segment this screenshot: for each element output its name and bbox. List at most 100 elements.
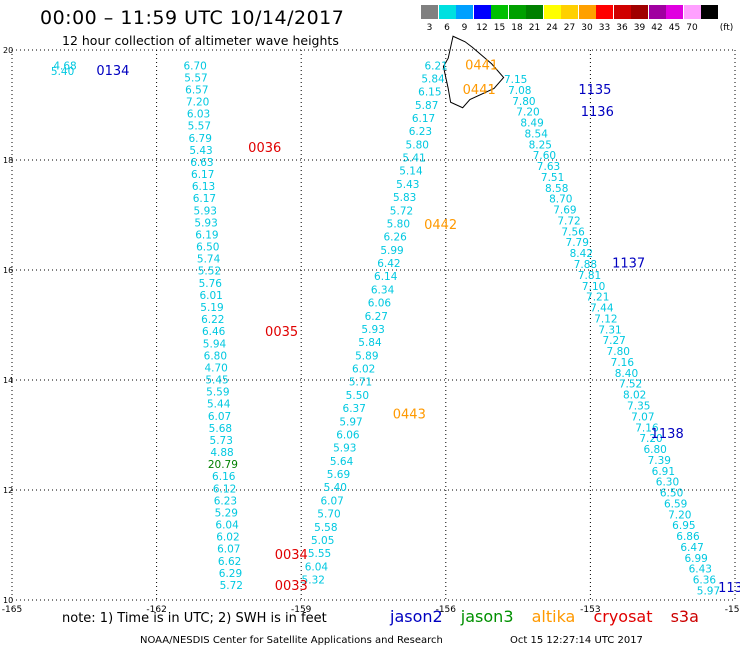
wave-height-value: 6.07	[208, 411, 231, 423]
wave-height-value: 7.60	[533, 150, 556, 162]
wave-height-value: 8.42	[570, 248, 593, 260]
scale-swatch	[456, 5, 473, 19]
wave-height-value: 5.70	[317, 509, 340, 521]
wave-height-value: 6.13	[192, 181, 215, 193]
lon-tick-label: -162	[146, 605, 166, 615]
scale-swatch	[491, 5, 508, 19]
wave-height-value: 8.58	[545, 183, 568, 195]
wave-height-value: 4.68	[53, 60, 76, 72]
lon-tick-label: -156	[436, 605, 457, 615]
wave-height-value: 7.44	[590, 303, 614, 315]
wave-height-value: 5.64	[330, 456, 354, 468]
wave-height-value: 6.04	[215, 520, 239, 532]
scale-swatch	[648, 5, 666, 19]
pass-time-label: 1137	[612, 256, 645, 271]
wave-height-value: 5.45	[205, 375, 228, 387]
scale-label: 3	[426, 23, 433, 33]
pass-time-label: 0441	[463, 83, 496, 98]
lat-tick-label: 14	[3, 376, 13, 385]
wave-height-value: 5.84	[358, 337, 382, 349]
wave-height-value: 8.70	[549, 194, 572, 206]
legend-s3a: s3a	[670, 607, 699, 626]
wave-height-value: 5.57	[184, 72, 207, 84]
wave-height-value: 6.47	[680, 542, 703, 554]
wave-height-value: 6.07	[217, 544, 240, 556]
scale-label: 33	[598, 23, 611, 33]
pass-time-label: 0035	[265, 325, 298, 340]
wave-height-value: 7.39	[648, 455, 671, 467]
wave-height-value: 5.57	[188, 121, 211, 133]
wave-height-value: 6.59	[664, 498, 687, 510]
scale-swatch	[631, 5, 648, 19]
wave-height-value: 7.16	[635, 422, 659, 434]
wave-height-value: 7.80	[512, 96, 535, 108]
wave-height-value: 6.07	[320, 495, 343, 507]
lat-tick-label: 16	[3, 266, 13, 275]
wave-height-value: 4.70	[204, 362, 227, 374]
wave-height-value: 5.73	[210, 435, 233, 447]
wave-height-value: 7.20	[516, 107, 539, 119]
wave-height-value: 8.49	[520, 118, 543, 130]
wave-height-value: 5.93	[333, 443, 356, 455]
wave-height-value: 6.80	[204, 350, 227, 362]
wave-height-value: 4.88	[210, 447, 233, 459]
scale-label: 21	[528, 23, 541, 33]
wave-height-value: 6.02	[216, 532, 239, 544]
scale-label: 12	[476, 23, 488, 33]
wave-height-value: 5.71	[349, 377, 372, 389]
scale-swatch	[421, 5, 438, 19]
big-island-coastline	[442, 35, 505, 109]
wave-height-value: 5.74	[197, 254, 221, 266]
wave-height-value: 5.40	[51, 66, 74, 78]
wave-height-value: 6.42	[377, 258, 400, 270]
pass-time-label: 0033	[275, 579, 308, 594]
wave-height-value: 6.01	[199, 290, 222, 302]
wave-height-value: 7.15	[504, 74, 527, 86]
wave-height-value: 8.40	[615, 368, 638, 380]
scale-label: 9	[461, 23, 468, 33]
scale-label: 45	[668, 23, 681, 33]
wave-height-value: 7.52	[619, 379, 642, 391]
page-subtitle: 12 hour collection of altimeter wave hei…	[62, 33, 339, 48]
scale-label: 18	[511, 23, 523, 33]
wave-height-value: 5.84	[421, 73, 445, 85]
wave-height-value: 6.62	[218, 556, 241, 568]
scale-label: 39	[633, 23, 646, 33]
wave-height-value: 7.16	[611, 357, 635, 369]
wave-height-value: 6.16	[212, 471, 236, 483]
scale-swatch	[596, 5, 613, 19]
scale-label: 6	[444, 23, 450, 33]
wave-height-value: 7.69	[553, 205, 576, 217]
page-title: 00:00 – 11:59 UTC 10/14/2017	[40, 7, 345, 29]
credit-line: NOAA/NESDIS Center for Satellite Applica…	[140, 635, 443, 646]
wave-height-value: 6.86	[676, 531, 700, 543]
wave-height-value: 5.87	[415, 100, 438, 112]
wave-height-value: 5.50	[346, 390, 369, 402]
wave-height-value: 5.59	[206, 387, 229, 399]
wave-height-value: 7.81	[578, 270, 601, 282]
wave-height-value: 6.06	[368, 298, 392, 310]
pass-time-label: 0034	[275, 548, 308, 563]
wave-height-value: 7.08	[508, 85, 531, 97]
wave-height-value: 5.41	[402, 153, 425, 165]
wave-height-value: 5.52	[198, 266, 221, 278]
lat-tick-label: 20	[3, 46, 13, 55]
wave-height-value: 6.04	[305, 561, 329, 573]
wave-height-value: 6.30	[656, 477, 679, 489]
wave-height-value: 6.99	[684, 553, 707, 565]
wave-height-value: 7.31	[598, 324, 621, 336]
wave-height-value: 6.57	[185, 84, 208, 96]
wave-height-value: 5.40	[324, 482, 347, 494]
wave-height-value: 7.51	[541, 172, 564, 184]
scale-swatch	[526, 5, 543, 19]
pass-time-label: 0036	[248, 141, 281, 156]
wave-height-value: 6.46	[202, 326, 226, 338]
scale-label: 27	[563, 23, 576, 33]
wave-height-value: 5.72	[390, 205, 413, 217]
wave-height-value: 7.72	[557, 215, 580, 227]
wave-height-value: 6.95	[672, 520, 695, 532]
wave-height-value: 6.50	[660, 488, 683, 500]
scale-unit-label: (ft)	[719, 23, 734, 33]
wave-height-value: 5.80	[406, 139, 429, 151]
wave-height-value: 6.22	[201, 314, 224, 326]
